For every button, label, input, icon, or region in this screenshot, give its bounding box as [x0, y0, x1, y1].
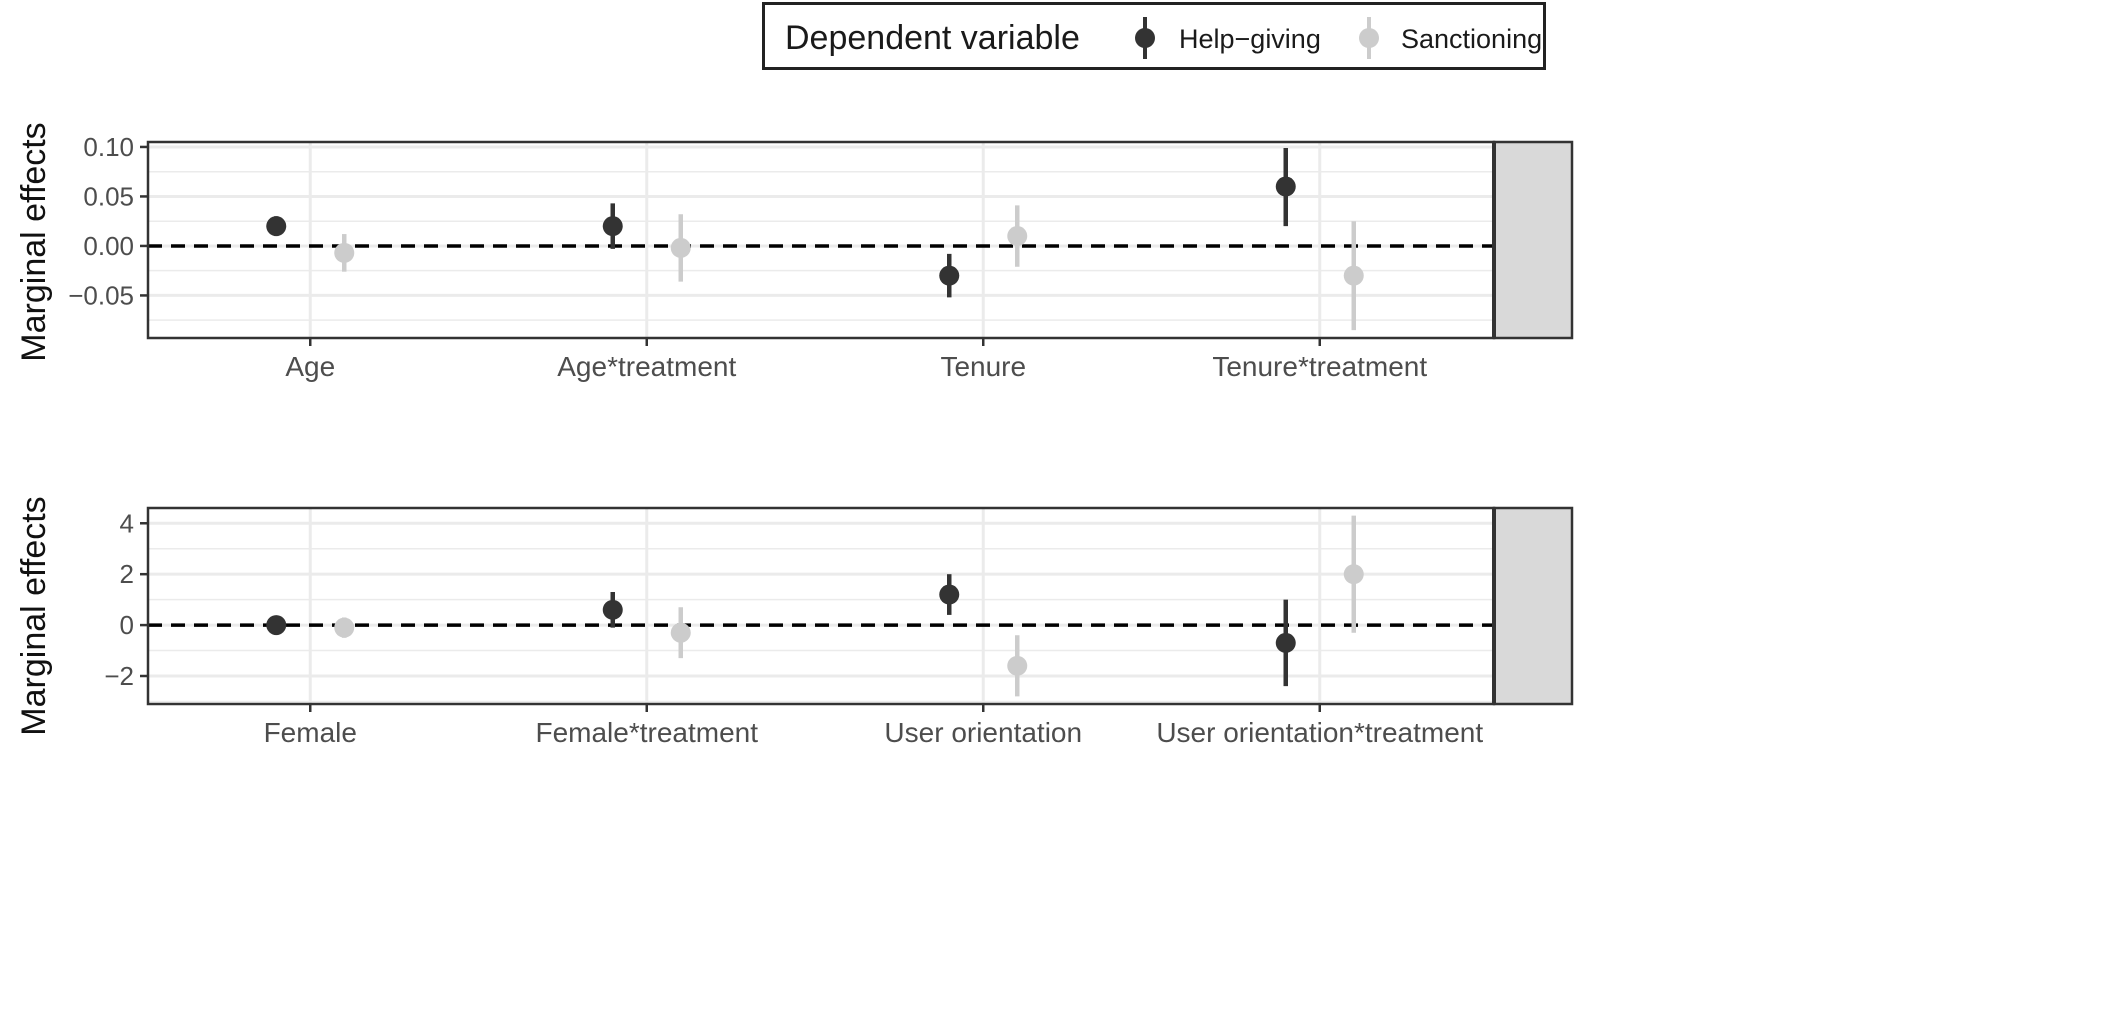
y-tick-label: 0.05	[83, 181, 134, 211]
point-help-giving	[939, 584, 960, 605]
y-tick-label: −0.05	[68, 280, 134, 310]
category-label: Female*treatment	[535, 717, 758, 748]
category-label: User orientation*treatment	[1156, 717, 1483, 748]
y-tick-label: 2	[120, 559, 134, 589]
y-tick-label: 0.00	[83, 231, 134, 261]
category-label: Tenure	[940, 351, 1026, 382]
point-sanctioning	[670, 237, 691, 258]
point-sanctioning	[334, 242, 355, 263]
legend: Dependent variable Help−giving Sanctioni…	[762, 2, 1546, 70]
point-help-giving	[1275, 176, 1296, 197]
point-help-giving	[939, 265, 960, 286]
y-tick-label: 0	[120, 610, 134, 640]
panel-background-top	[148, 142, 1494, 338]
point-sanctioning	[670, 622, 691, 643]
category-label: Age*treatment	[557, 351, 736, 382]
y-tick-label: −2	[104, 661, 134, 691]
panel-background-bottom	[148, 508, 1494, 704]
point-help-giving	[1275, 632, 1296, 653]
category-label: Female	[264, 717, 357, 748]
point-help-giving	[602, 216, 623, 237]
point-help-giving	[266, 615, 287, 636]
point-sanctioning	[1343, 564, 1364, 585]
y-tick-label: 4	[120, 508, 134, 538]
category-label: Tenure*treatment	[1212, 351, 1427, 382]
legend-label-sanctioning: Sanctioning	[1401, 24, 1543, 54]
facet-strip-top	[1492, 140, 1574, 340]
facet-strip-bottom	[1492, 506, 1574, 706]
y-tick-label: 0.10	[83, 132, 134, 162]
point-sanctioning	[334, 617, 355, 638]
legend-key-sanctioning	[1359, 17, 1379, 59]
legend-label-help-giving: Help−giving	[1179, 24, 1321, 54]
point-sanctioning	[1343, 265, 1364, 286]
legend-title: Dependent variable	[785, 19, 1080, 57]
category-label: Age	[285, 351, 335, 382]
point-sanctioning	[1007, 226, 1028, 247]
category-label: User orientation	[884, 717, 1082, 748]
point-sanctioning	[1007, 655, 1028, 676]
point-help-giving	[266, 216, 287, 237]
legend-key-help-giving	[1135, 17, 1155, 59]
point-help-giving	[602, 599, 623, 620]
